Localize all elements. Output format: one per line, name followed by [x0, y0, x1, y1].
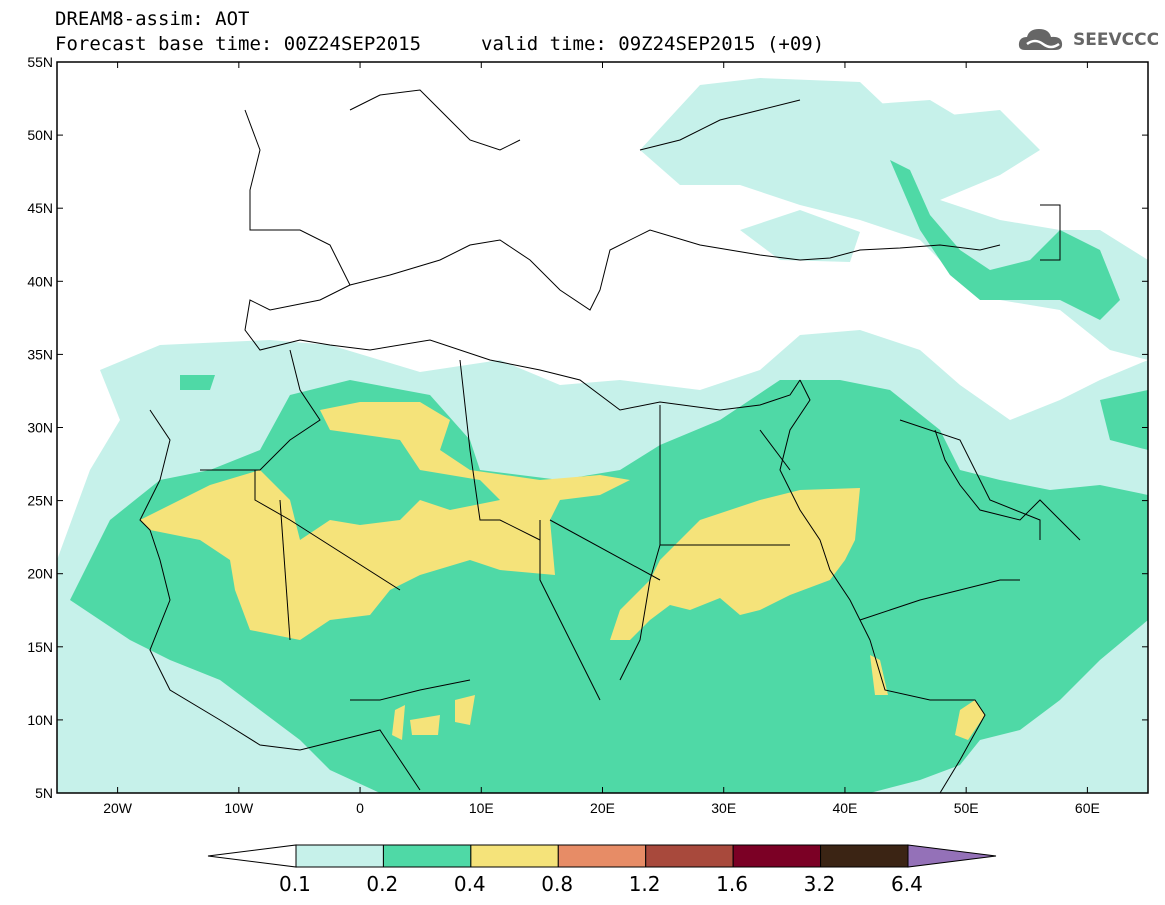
aot-contours [57, 62, 1148, 793]
colorbar-box [907, 844, 997, 868]
logo-text: SEEVCCC [1073, 30, 1160, 50]
lat-label: 55N [27, 54, 53, 70]
colorbar-label: 0.8 [541, 872, 574, 896]
colorbar-boxes [207, 844, 997, 868]
model-title: DREAM8-assim: AOT [55, 8, 250, 30]
latitude-labels: 55N 50N 45N 40N 35N 30N 25N 20N 15N 10N 5N [27, 54, 53, 801]
lat-label: 45N [27, 200, 53, 216]
lon-label: 0 [356, 800, 364, 816]
colorbar-box [645, 844, 734, 868]
colorbar-box [295, 844, 384, 868]
colorbar-box [820, 844, 909, 868]
lon-label: 10E [469, 800, 494, 816]
lon-label: 20W [103, 800, 133, 816]
lon-label: 20E [590, 800, 615, 816]
lat-label: 35N [27, 346, 53, 362]
colorbar-box [382, 844, 472, 868]
lat-label: 5N [35, 785, 53, 801]
colorbar-label: 0.2 [366, 872, 399, 896]
lon-label: 50E [954, 800, 979, 816]
colorbar-label: 1.6 [716, 872, 748, 896]
longitude-labels: 20W 10W 0 10E 20E 30E 40E 50E 60E [103, 800, 1100, 816]
colorbar-label: 1.2 [628, 872, 661, 896]
colorbar-label: 6.4 [891, 872, 923, 896]
lon-label: 60E [1075, 800, 1100, 816]
aot-level-0-4 [140, 402, 985, 740]
cloud-icon [1018, 29, 1063, 50]
lat-label: 30N [27, 420, 53, 436]
seevccc-logo: SEEVCCC [1015, 24, 1159, 58]
colorbar-box [557, 844, 647, 868]
forecast-base-time: Forecast base time: 00Z24SEP2015 [55, 33, 422, 55]
lat-label: 10N [27, 712, 53, 728]
colorbar-label: 0.4 [453, 872, 486, 896]
colorbar-box [470, 844, 559, 868]
lat-label: 25N [27, 493, 53, 509]
coastlines-borders [139, 89, 1081, 793]
lat-label: 15N [27, 639, 53, 655]
lon-label: 40E [832, 800, 857, 816]
colorbar-label: 3.2 [803, 872, 836, 896]
lon-label: 30E [711, 800, 736, 816]
lat-label: 20N [27, 566, 53, 582]
colorbar-label: 0.1 [279, 872, 311, 896]
colorbar-box [732, 844, 822, 868]
lon-label: 10W [224, 800, 254, 816]
colorbar-box [207, 844, 297, 868]
lat-label: 50N [27, 127, 53, 143]
lat-label: 40N [27, 273, 53, 289]
axis-ticks [57, 61, 1148, 794]
valid-time: valid time: 09Z24SEP2015 (+09) [481, 33, 825, 55]
